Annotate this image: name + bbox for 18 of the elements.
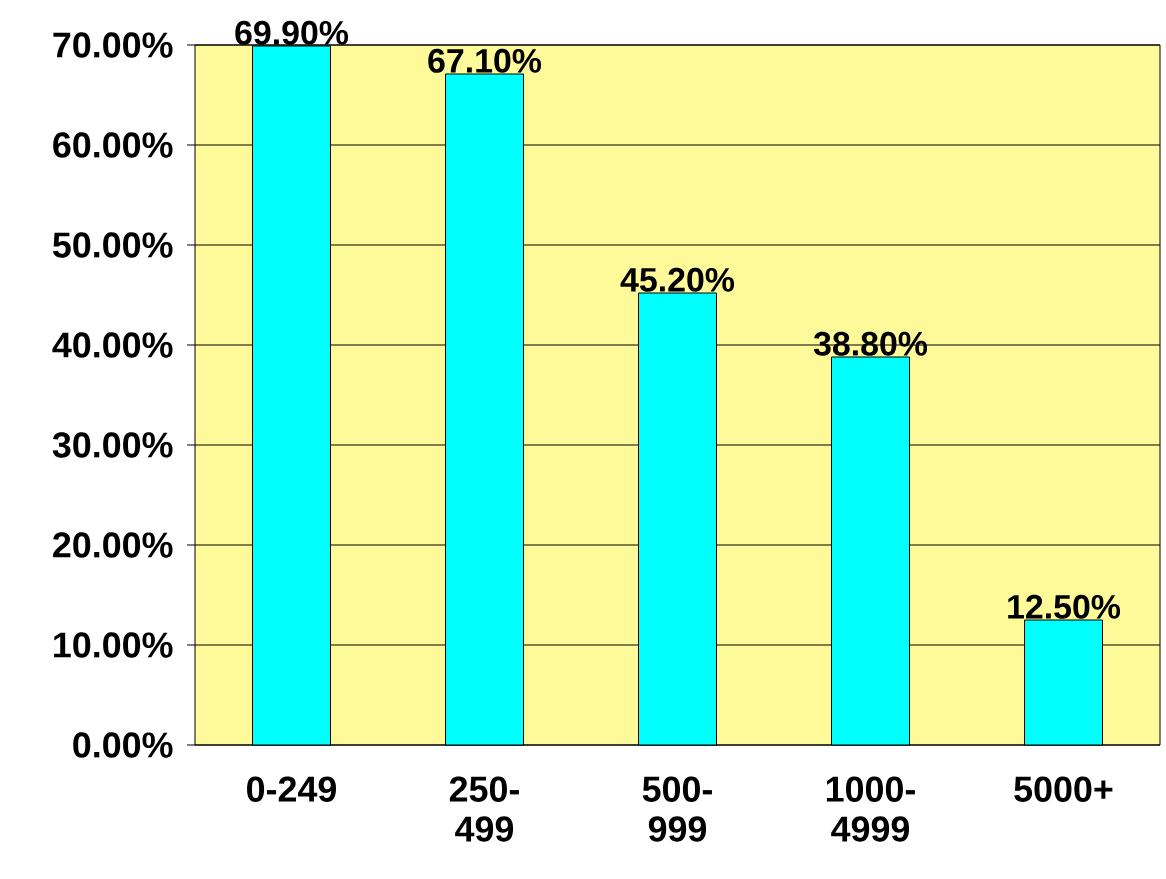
y-tick-label: 20.00% [53, 532, 173, 558]
y-tick-label: 60.00% [53, 132, 173, 158]
x-tick-label: 500-999 [642, 776, 712, 842]
x-tick-label: 0-249 [247, 776, 337, 802]
y-tick-label: 10.00% [54, 632, 173, 658]
data-label: 69.90% [235, 20, 349, 45]
data-label: 45.20% [620, 267, 735, 292]
y-tick-label: 50.00% [52, 232, 173, 258]
x-tick-label: 1000-4999 [826, 776, 915, 842]
x-tick-label: 250-499 [449, 776, 519, 842]
data-label: 38.80% [813, 331, 928, 356]
data-label: 67.10% [428, 48, 542, 73]
y-tick-label: 30.00% [52, 432, 173, 458]
data-label: 12.50% [1008, 594, 1121, 619]
y-tick-label: 0.00% [73, 732, 173, 758]
y-tick-label: 40.00% [52, 332, 173, 358]
x-tick-label: 5000+ [1014, 776, 1113, 802]
y-tick-label: 70.00% [53, 32, 173, 58]
